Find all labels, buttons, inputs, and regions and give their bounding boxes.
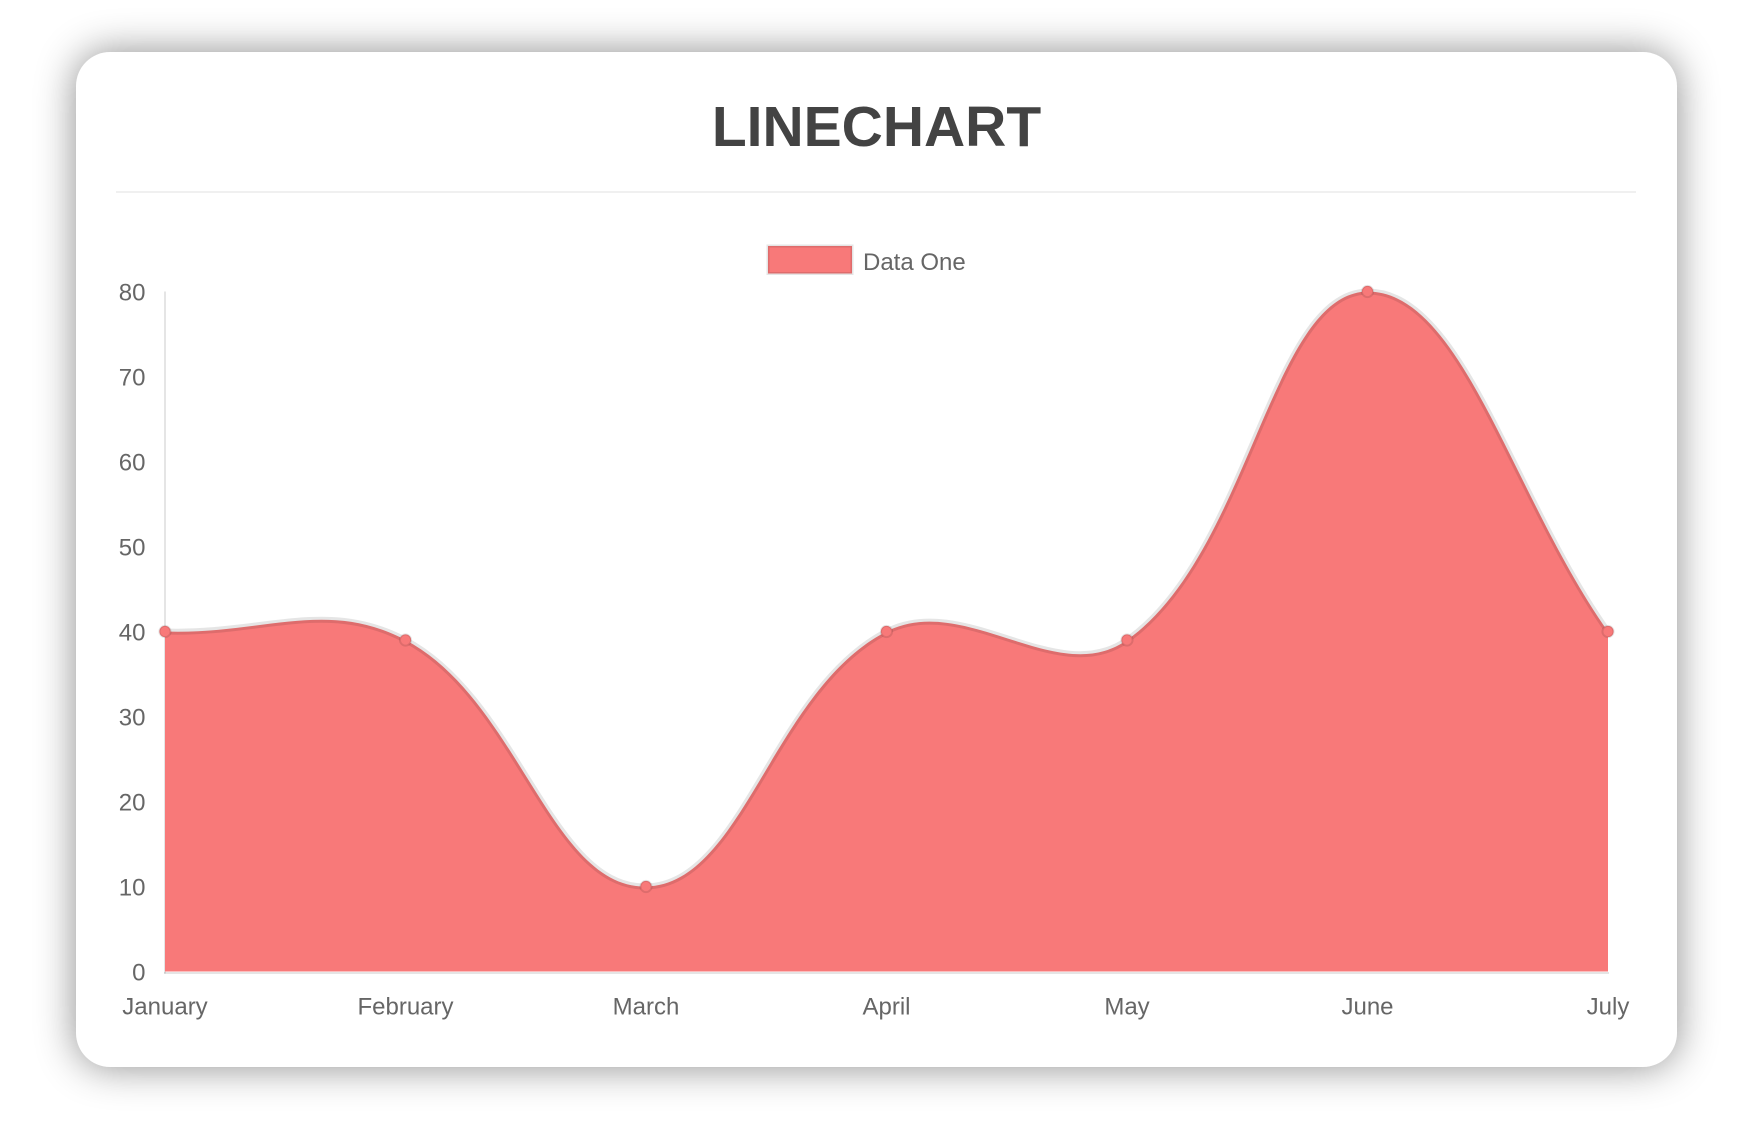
svg-text:30: 30 [119, 704, 146, 731]
svg-text:60: 60 [119, 449, 146, 476]
svg-text:20: 20 [119, 789, 146, 816]
svg-text:40: 40 [119, 619, 146, 646]
svg-text:10: 10 [119, 874, 146, 901]
svg-text:February: February [357, 994, 453, 1021]
svg-text:July: July [1587, 994, 1630, 1021]
svg-text:June: June [1341, 994, 1393, 1021]
svg-text:LINECHART: LINECHART [712, 95, 1041, 159]
svg-text:April: April [862, 994, 910, 1021]
svg-text:May: May [1104, 994, 1149, 1021]
svg-text:80: 80 [119, 279, 146, 306]
svg-text:70: 70 [119, 364, 146, 391]
svg-text:50: 50 [119, 534, 146, 561]
svg-text:0: 0 [132, 959, 145, 986]
svg-text:Data One: Data One [863, 249, 966, 276]
svg-text:January: January [122, 994, 207, 1021]
svg-text:March: March [613, 994, 680, 1021]
